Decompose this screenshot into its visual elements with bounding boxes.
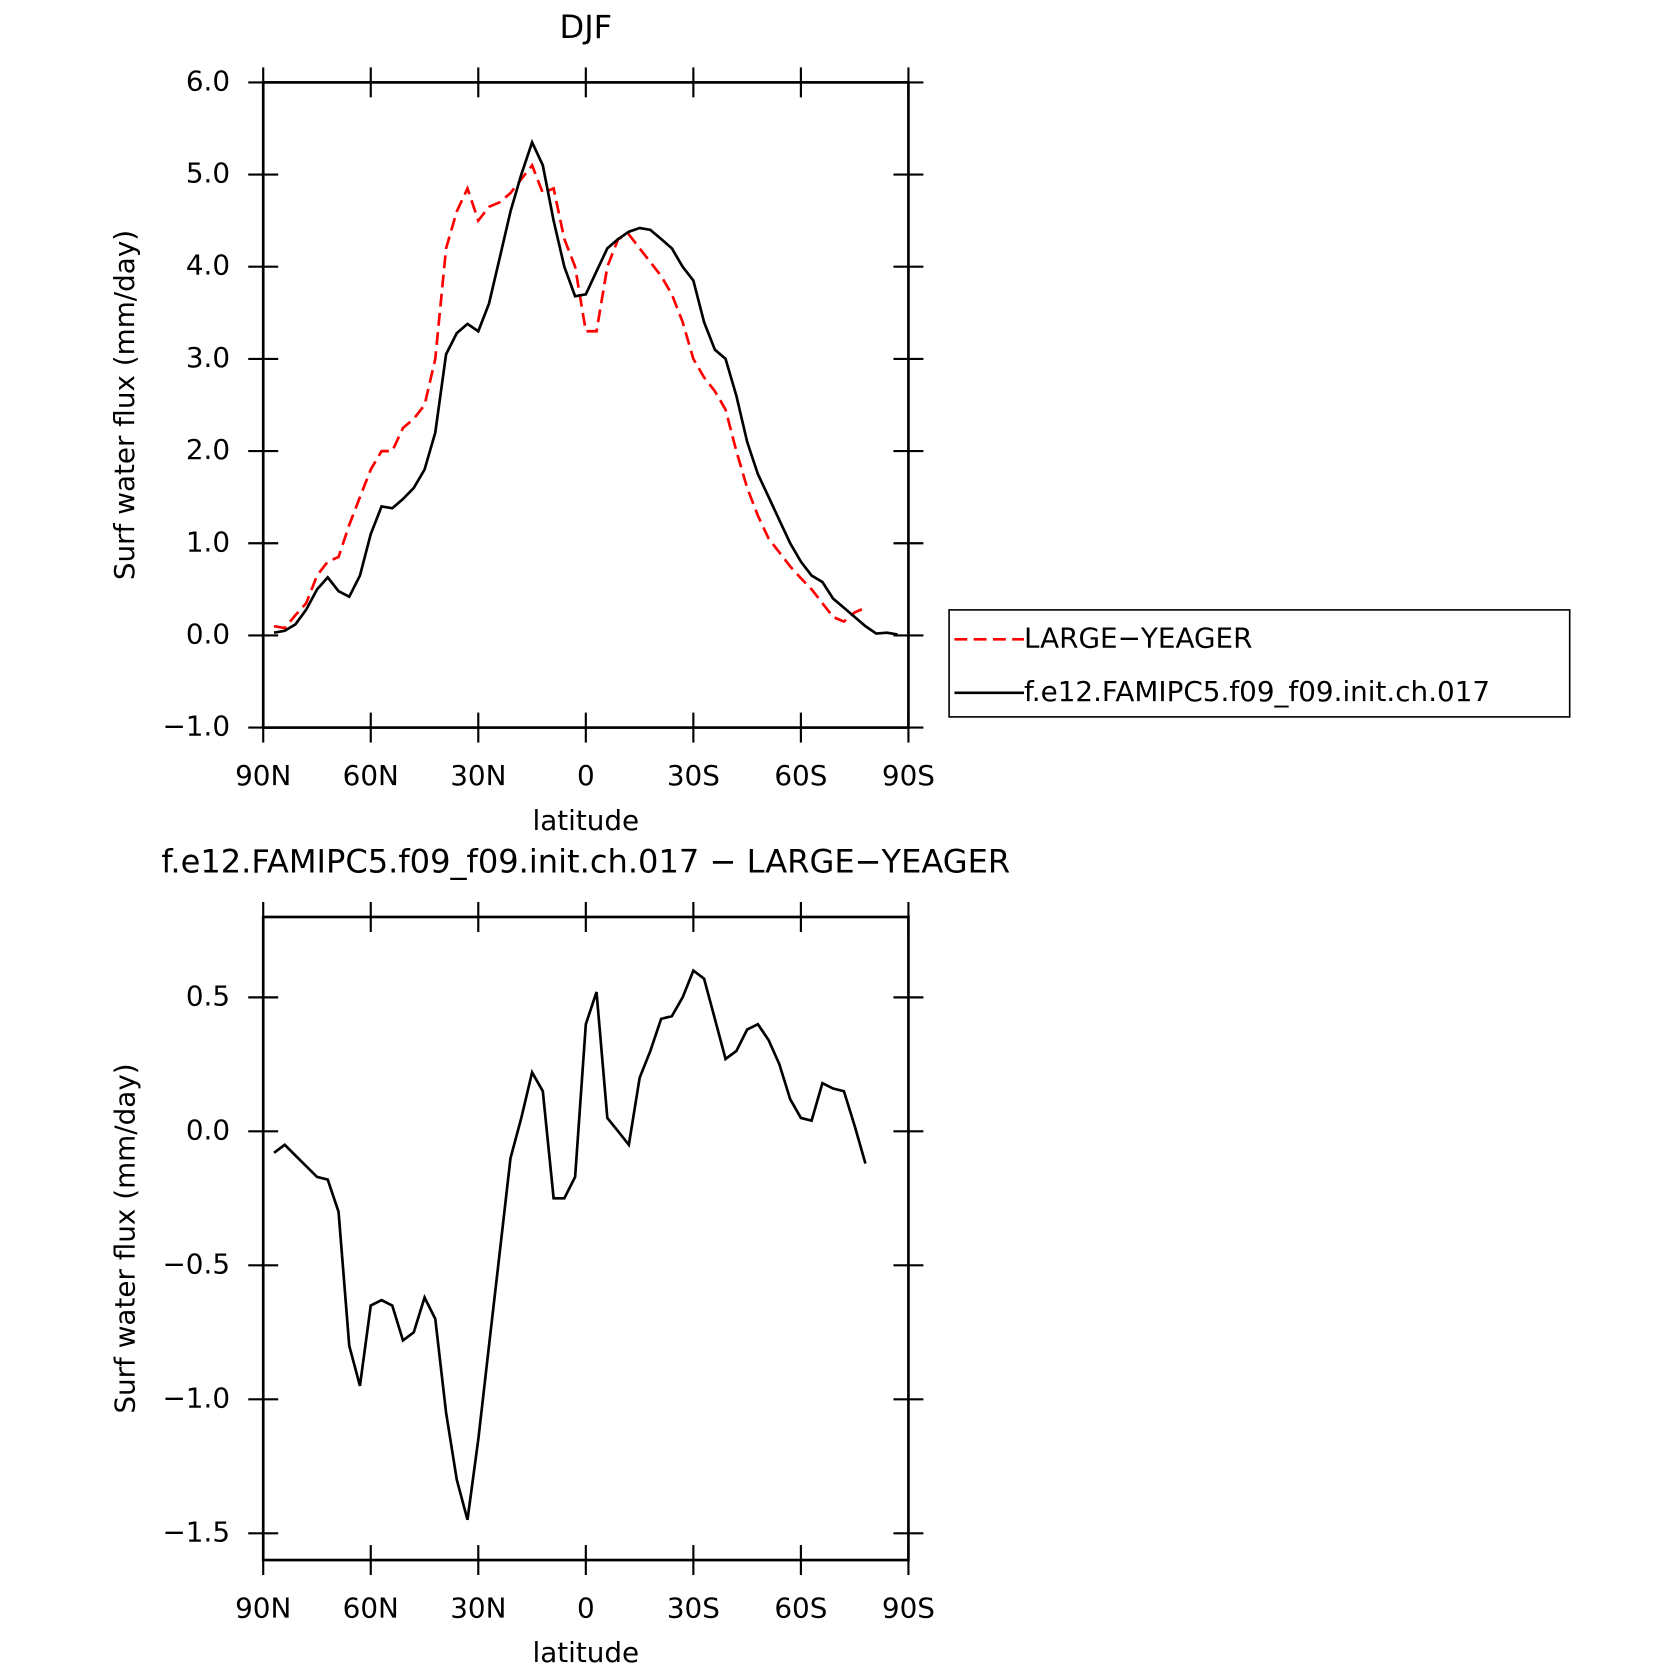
y-tick-label: 0.0 [186,1113,230,1146]
data-line [273,162,866,630]
y-tick-label: 6.0 [186,64,230,97]
x-tick-label: 90N [235,759,291,792]
plot-frame [261,915,910,1562]
x-tick-label: 60N [343,759,399,792]
x-tick-label: 60S [774,1591,827,1624]
data-line [273,968,867,1521]
x-tick-label: 90S [882,759,935,792]
y-tick-label: 4.0 [186,249,230,282]
y-tick-label: −0.5 [163,1247,231,1280]
y-tick-label: 1.0 [186,525,230,558]
chart-title: DJF [560,8,613,46]
x-tick-label: 60N [343,1591,399,1624]
y-tick-label: 0.5 [186,979,230,1012]
chart-title: f.e12.FAMIPC5.f09_f09.init.ch.017 − LARG… [161,842,1010,880]
legend-box [948,609,1571,718]
x-tick-label: 0 [577,759,595,792]
y-tick-label: 5.0 [186,157,230,190]
y-tick-label: 2.0 [186,433,230,466]
y-tick-label: −1.0 [163,710,231,743]
legend-label: LARGE−YEAGER [1024,621,1252,654]
y-tick-label: 3.0 [186,341,230,374]
y-axis-label: Surf water flux (mm/day) [108,230,141,580]
x-tick-label: 90S [882,1591,935,1624]
x-tick-label: 30N [450,1591,506,1624]
x-axis-label: latitude [532,1636,639,1669]
y-tick-label: −1.0 [163,1381,231,1414]
x-tick-label: 0 [577,1591,595,1624]
plot-frame [261,81,910,729]
figure-body: DJF latitude Surf water flux (mm/day) 6.0 5.… [108,8,1571,1669]
x-tick-label: 30S [667,759,720,792]
x-tick-label: 30S [667,1591,720,1624]
data-line [273,138,898,636]
y-tick-label: 0.0 [186,617,230,650]
x-tick-label: 60S [774,759,827,792]
x-axis-label: latitude [532,804,639,837]
y-tick-label: −1.5 [163,1515,231,1548]
x-tick-label: 90N [235,1591,291,1624]
legend-label: f.e12.FAMIPC5.f09_f09.init.ch.017 [1024,675,1490,708]
y-axis-label: Surf water flux (mm/day) [108,1063,141,1413]
x-tick-label: 30N [450,759,506,792]
